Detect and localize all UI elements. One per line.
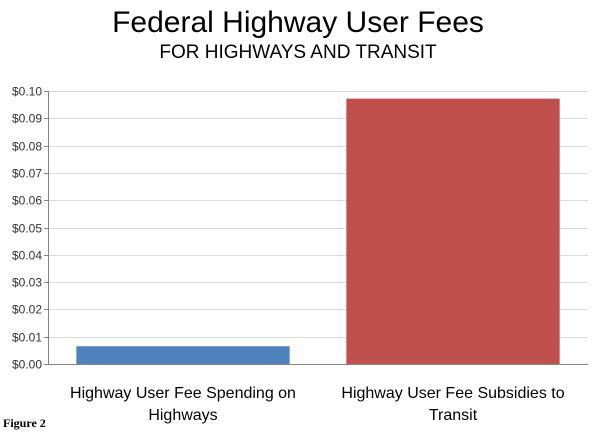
x-category-label: Highway User Fee Subsidies to Transit: [341, 385, 564, 424]
y-tick-label: $0.01: [12, 331, 42, 345]
x-axis-labels: Highway User Fee Spending on Highways High…: [70, 385, 565, 424]
y-tick-label: $0.07: [12, 167, 42, 181]
figure-label: Figure 2: [3, 416, 46, 430]
gridlines: [48, 91, 588, 338]
y-tick-label: $0.10: [12, 85, 42, 99]
y-tick-label: $0.02: [12, 303, 42, 317]
y-tick-label: $0.08: [12, 140, 42, 154]
y-tick-label: $0.05: [12, 222, 42, 236]
chart-title: Federal Highway User Fees: [112, 6, 484, 39]
chart-subtitle: FOR HIGHWAYS AND TRANSIT: [159, 42, 437, 63]
y-tick-label: $0.09: [12, 112, 42, 126]
y-axis: $0.00 $0.01 $0.02 $0.03 $0.04 $0.05 $0.06 $0.07…: [12, 85, 588, 372]
bars: [76, 98, 560, 365]
bar-2: [346, 98, 560, 365]
y-tick-label: $0.00: [12, 358, 42, 372]
bar-1: [76, 346, 290, 364]
y-tick-label: $0.03: [12, 276, 42, 290]
x-category-label: Highway User Fee Spending on Highways: [70, 385, 296, 424]
y-tick-label: $0.06: [12, 194, 42, 208]
y-tick-label: $0.04: [12, 249, 42, 263]
